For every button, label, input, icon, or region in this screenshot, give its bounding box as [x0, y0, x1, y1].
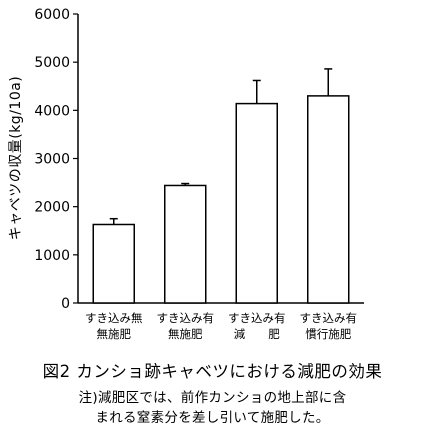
- y-tick-label: 5000: [34, 55, 70, 71]
- y-tick-label: 1000: [34, 248, 70, 264]
- figure-note-line-2: まれる窒素分を差し引いて施肥した。: [95, 410, 330, 426]
- x-category-label: 慣行施肥: [305, 327, 351, 341]
- figure-caption: 図2 カンショ跡キャベツにおける減肥の効果: [42, 362, 383, 381]
- y-axis-label-group: キャベツの収量(kg/10a): [8, 76, 24, 241]
- y-tick-label: 0: [61, 296, 70, 312]
- x-category-label: 無施肥: [97, 327, 132, 341]
- bar: [164, 184, 207, 304]
- x-category-label: すき込み有: [300, 311, 358, 325]
- y-tick-label: 4000: [34, 103, 70, 119]
- bar: [92, 223, 135, 304]
- y-axis-label: キャベツの収量(kg/10a): [8, 76, 24, 241]
- bar: [235, 102, 278, 304]
- x-category-label: すき込み無: [85, 311, 143, 325]
- y-tick-label: 6000: [34, 7, 70, 23]
- y-tick-label: 3000: [34, 152, 70, 168]
- x-category-label: 無施肥: [168, 327, 203, 341]
- bar: [307, 95, 350, 304]
- x-category-label: すき込み有: [157, 311, 215, 325]
- figure-note-line-1: 注)減肥区では、前作カンショの地上部に含: [78, 390, 347, 406]
- x-category-label: すき込み有: [228, 311, 286, 325]
- y-tick-label: 2000: [34, 200, 70, 216]
- x-category-label: 減 肥: [234, 327, 280, 341]
